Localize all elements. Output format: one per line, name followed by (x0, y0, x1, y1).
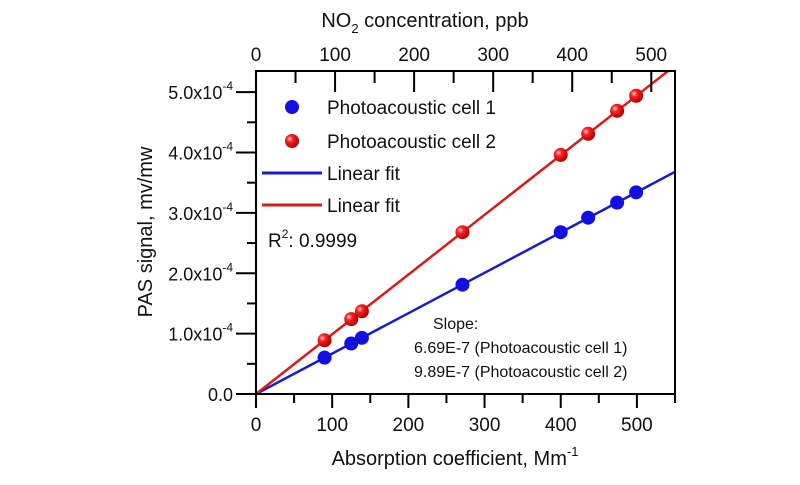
svg-text:Slope:: Slope: (433, 316, 478, 333)
data-point-cell1 (354, 330, 369, 345)
r2-annotation: R2: 0.9999 (268, 227, 357, 252)
data-point-cell2 (610, 103, 625, 118)
y-tick-label: 2.0x10-4 (168, 260, 233, 284)
x-tick-label: 300 (469, 415, 501, 436)
data-point-cell2 (629, 88, 644, 103)
data-point-cell2 (455, 225, 470, 240)
x-tick-label: 500 (621, 415, 653, 436)
svg-text:9.89E-7 (Photoacoustic cell 2): 9.89E-7 (Photoacoustic cell 2) (414, 364, 627, 381)
data-point-cell1 (344, 336, 359, 351)
svg-text:6.69E-7 (Photoacoustic cell 1): 6.69E-7 (Photoacoustic cell 1) (414, 340, 627, 357)
x-tick-label: 100 (316, 415, 348, 436)
x-axis-title: Absorption coefficient, Mm-1 (332, 444, 579, 470)
y-tick-label: 5.0x10-4 (168, 79, 233, 103)
data-point-cell2 (553, 147, 568, 162)
data-point-cell1 (629, 185, 644, 200)
data-point-cell1 (610, 195, 625, 210)
legend-label-fit1: Linear fit (327, 164, 401, 185)
data-point-cell1 (581, 210, 596, 225)
plot-frame (255, 70, 676, 395)
x2-tick-label: 500 (635, 45, 667, 66)
data-point-cell2 (354, 304, 369, 319)
y-tick-label: 1.0x10-4 (168, 321, 233, 345)
x2-axis-title: NO2 concentration, ppb (321, 10, 528, 36)
x-tick-label: 200 (393, 415, 425, 436)
legend-label-cell2: Photoacoustic cell 2 (327, 132, 496, 153)
x-tick-label: 0 (251, 415, 262, 436)
axes: 0 100 200 300 400 500 0 100 200 300 400 500 0.0 1.0x1… (168, 45, 676, 436)
legend-marker-cell2 (285, 134, 299, 148)
legend-label-cell1: Photoacoustic cell 1 (327, 98, 496, 119)
data-point-cell1 (553, 225, 568, 240)
y-tick-label: 0.0 (208, 385, 233, 405)
data-point-cell1 (455, 277, 470, 292)
x-tick-label: 400 (545, 415, 577, 436)
slope-annotation: Slope: 6.69E-7 (Photoacoustic cell 1) 9.… (414, 316, 627, 381)
x2-tick-label: 400 (556, 45, 588, 66)
x2-tick-label: 100 (319, 45, 351, 66)
data-point-cell2 (581, 126, 596, 141)
x2-tick-label: 300 (477, 45, 509, 66)
y-tick-label: 4.0x10-4 (168, 140, 233, 164)
legend: Photoacoustic cell 1 Photoacoustic cell … (262, 98, 496, 217)
y-axis-title: PAS signal, mv/mw (135, 146, 157, 317)
x2-tick-label: 200 (398, 45, 430, 66)
x2-tick-label: 0 (251, 45, 262, 66)
legend-marker-cell1 (285, 100, 299, 114)
legend-label-fit2: Linear fit (327, 196, 401, 217)
data-points (317, 88, 644, 365)
y-tick-label: 3.0x10-4 (168, 200, 233, 224)
data-point-cell1 (317, 350, 332, 365)
data-point-cell2 (317, 333, 332, 348)
data-point-cell2 (344, 312, 359, 327)
